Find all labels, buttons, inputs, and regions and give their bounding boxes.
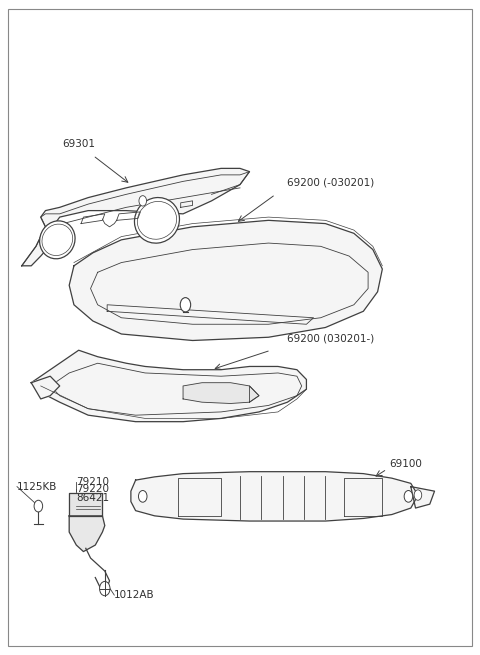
Polygon shape <box>69 516 105 552</box>
Circle shape <box>139 196 146 206</box>
Text: 69200 (-030201): 69200 (-030201) <box>288 178 375 188</box>
Polygon shape <box>31 350 306 422</box>
Polygon shape <box>69 493 102 516</box>
Text: 69100: 69100 <box>389 459 422 469</box>
Polygon shape <box>183 383 259 403</box>
Polygon shape <box>22 168 250 266</box>
Polygon shape <box>131 472 416 521</box>
Circle shape <box>414 490 422 500</box>
Text: 1125KB: 1125KB <box>17 481 58 492</box>
Polygon shape <box>69 220 383 341</box>
Text: 69301: 69301 <box>62 139 95 149</box>
Polygon shape <box>31 376 60 399</box>
Circle shape <box>99 582 110 595</box>
Text: 1012AB: 1012AB <box>114 590 155 600</box>
Circle shape <box>404 491 413 502</box>
Circle shape <box>180 297 191 312</box>
Polygon shape <box>411 487 434 508</box>
Ellipse shape <box>40 221 75 259</box>
Text: 79220: 79220 <box>76 483 109 494</box>
Text: 86421: 86421 <box>76 493 109 502</box>
Circle shape <box>138 491 147 502</box>
Text: 79210: 79210 <box>76 477 109 487</box>
Circle shape <box>34 500 43 512</box>
Ellipse shape <box>134 198 180 243</box>
Text: 69200 (030201-): 69200 (030201-) <box>288 334 375 344</box>
